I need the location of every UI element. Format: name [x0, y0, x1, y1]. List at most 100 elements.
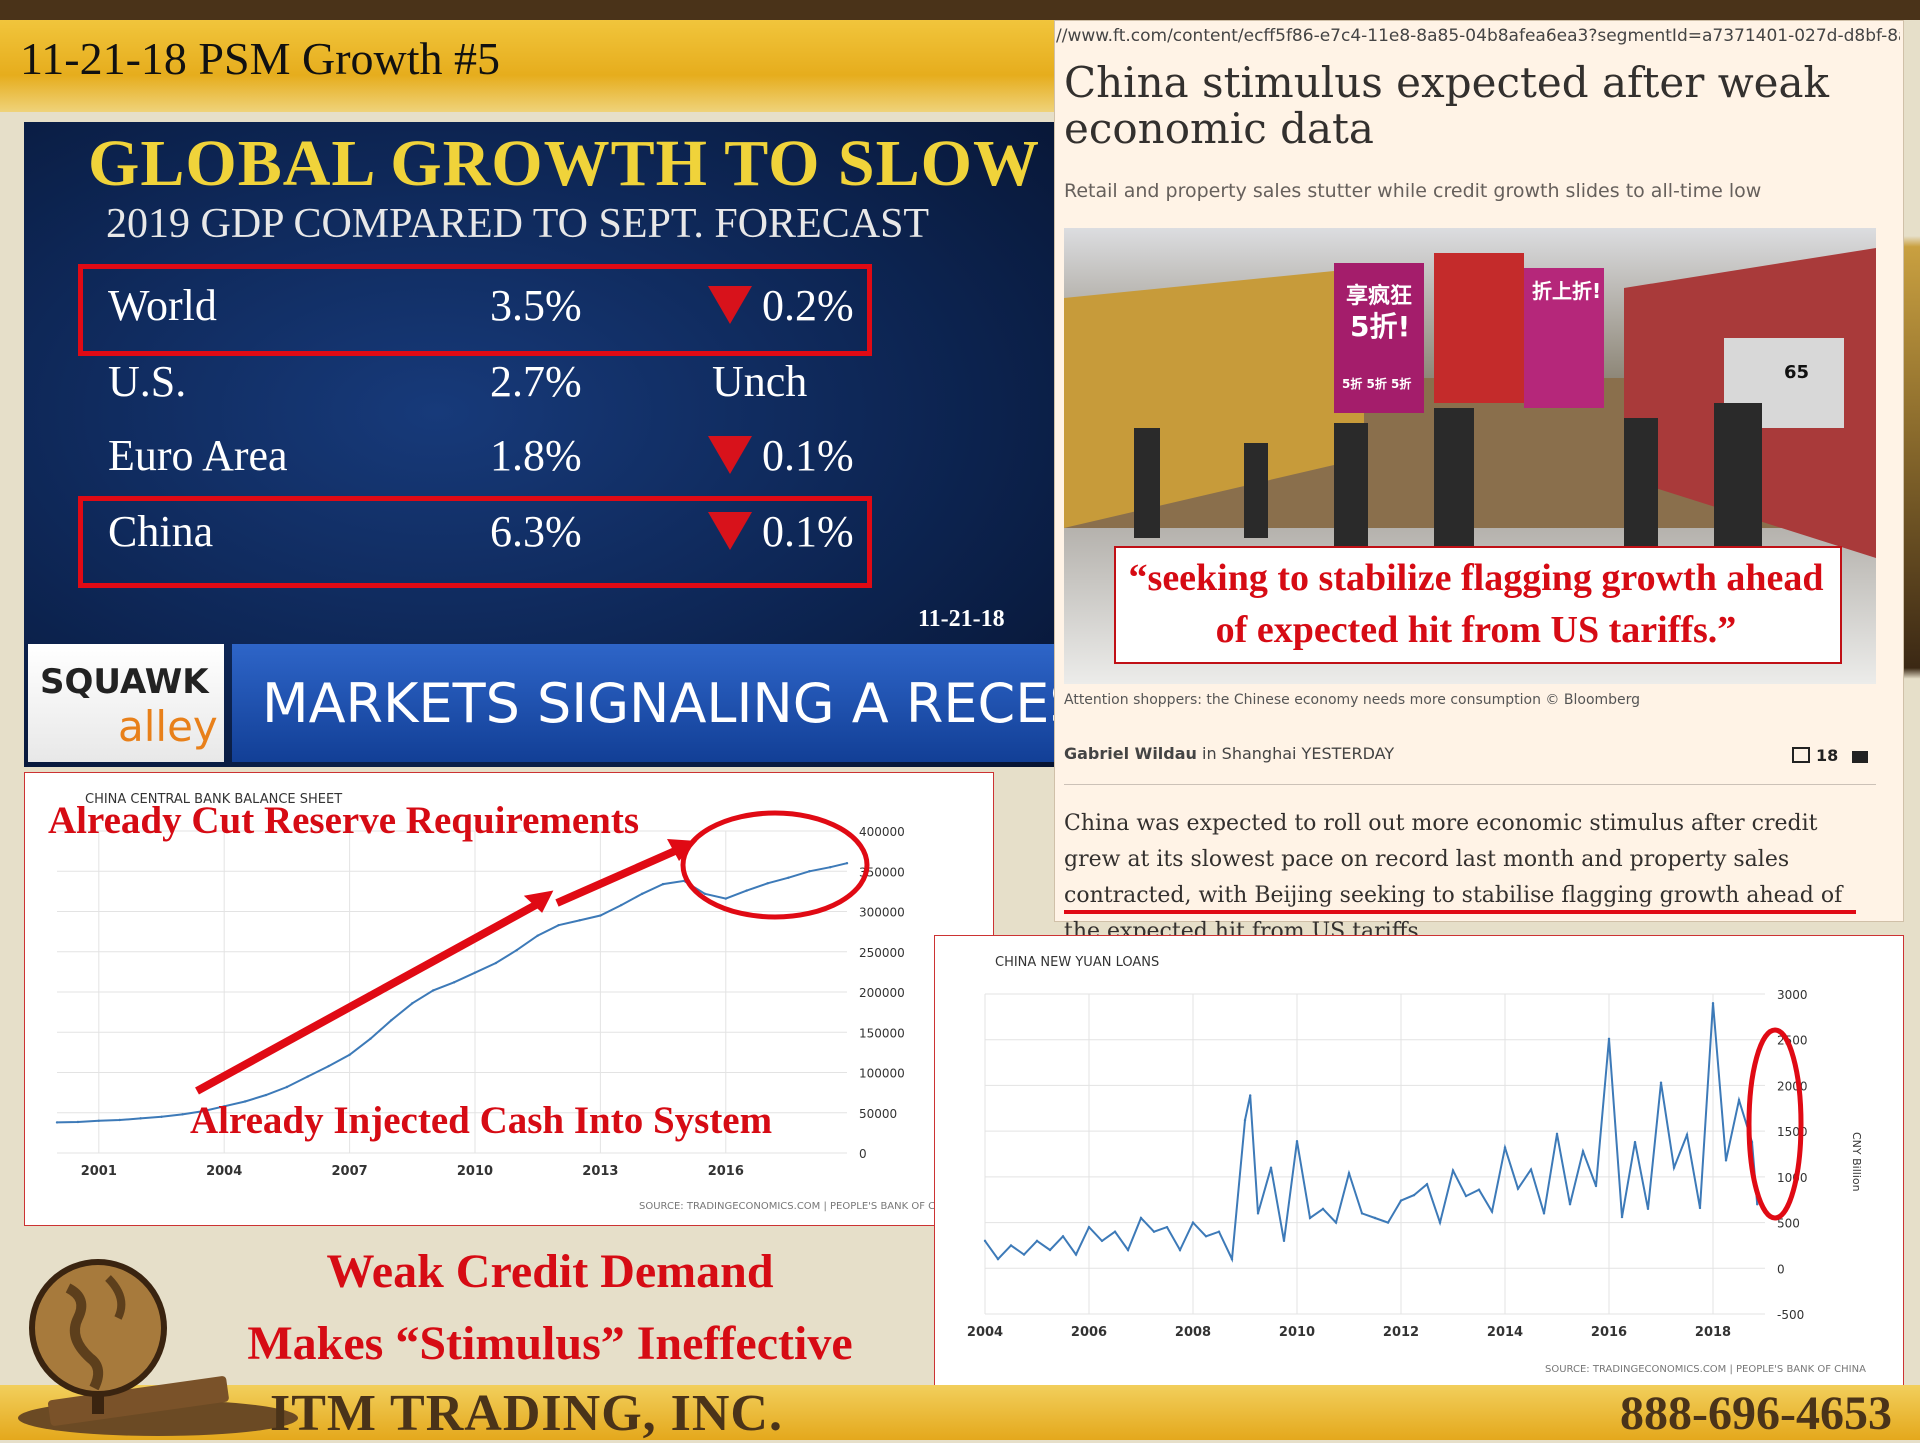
data-point	[1139, 1216, 1143, 1220]
phone-number: 888-696-4653	[1620, 1387, 1892, 1440]
data-point	[1249, 1094, 1252, 1097]
y-tick-label: 0	[859, 1147, 867, 1161]
data-point	[1256, 1212, 1260, 1215]
data-point	[1074, 1253, 1078, 1256]
y-axis-label: CNY Billion	[1850, 1132, 1863, 1192]
data-point	[745, 889, 748, 892]
data-point	[557, 923, 560, 927]
x-tick-label: 2007	[331, 1164, 367, 1179]
data-point	[1464, 1194, 1468, 1198]
article-headline: China stimulus expected after weak econo…	[1064, 58, 1830, 153]
data-point	[724, 897, 727, 900]
print-icon[interactable]	[1851, 751, 1868, 763]
data-point	[1191, 1221, 1195, 1224]
data-point	[1737, 1098, 1741, 1102]
gdp-value: 2.7%	[490, 357, 582, 406]
data-point	[766, 882, 769, 885]
series-line	[984, 1003, 1759, 1263]
quote-text: “seeking to stabilize flagging growth ah…	[1128, 557, 1824, 651]
data-point	[515, 948, 518, 952]
data-point	[1243, 1118, 1247, 1122]
data-point	[1451, 1169, 1455, 1172]
comments[interactable]: 18	[1792, 746, 1868, 765]
squawk-alley-logo	[28, 644, 224, 762]
bottom-bar	[0, 1385, 1920, 1440]
article-url[interactable]: //www.ft.com/content/ecff5f86-e7c4-11e8-…	[1056, 26, 1900, 46]
data-point	[1412, 1193, 1416, 1197]
quote-box	[1114, 546, 1842, 664]
data-point	[1503, 1146, 1507, 1149]
red-underline	[1064, 910, 1856, 914]
y-tick-label: 50000	[859, 1107, 897, 1121]
y-tick-label: 2000	[1777, 1079, 1808, 1093]
y-tick-label: 1000	[1777, 1171, 1808, 1185]
data-point	[411, 1002, 414, 1005]
data-point	[76, 1120, 80, 1124]
data-point	[983, 1239, 987, 1243]
x-tick-label: 2012	[1383, 1325, 1419, 1340]
author-link[interactable]: Gabriel Wildau	[1064, 744, 1197, 763]
y-tick-label: 400000	[859, 825, 905, 839]
comment-icon[interactable]	[1792, 747, 1810, 763]
article-standfirst: Retail and property sales stutter while …	[1064, 180, 1762, 202]
slide-title: 11-21-18 PSM Growth #5	[20, 33, 501, 84]
data-point	[1321, 1207, 1325, 1211]
data-point	[348, 1053, 351, 1056]
data-point	[1126, 1248, 1130, 1252]
company-name: ITM TRADING, INC.	[270, 1385, 783, 1442]
data-point	[1113, 1230, 1117, 1233]
highlight-box-china	[78, 496, 872, 588]
data-point	[1269, 1166, 1273, 1169]
gdp-country: Euro Area	[108, 431, 288, 480]
data-point	[1685, 1133, 1689, 1136]
data-point	[1438, 1221, 1442, 1224]
data-point	[1620, 1215, 1624, 1219]
data-point	[494, 961, 498, 965]
logo-line-1: SQUAWK	[40, 662, 209, 702]
down-arrow-icon	[708, 436, 752, 474]
arrowhead-1	[523, 890, 554, 913]
data-point	[431, 989, 435, 992]
data-point	[1373, 1216, 1377, 1220]
data-point	[1659, 1081, 1663, 1084]
data-point	[1698, 1206, 1702, 1210]
data-point	[202, 1109, 205, 1113]
x-tick-label: 2001	[81, 1164, 117, 1179]
gdp-value: 6.3%	[490, 507, 582, 556]
data-point	[1347, 1172, 1351, 1175]
photo-caption: Attention shoppers: the Chinese economy …	[1064, 692, 1641, 708]
x-tick-label: 2010	[1279, 1325, 1315, 1340]
data-point	[1594, 1184, 1598, 1188]
sign-text: 折上折!	[1532, 279, 1601, 303]
x-tick-label: 2013	[582, 1164, 618, 1179]
data-point	[1425, 1182, 1429, 1186]
data-point	[264, 1093, 268, 1097]
x-tick-label: 2010	[457, 1164, 493, 1179]
data-point	[1490, 1210, 1494, 1213]
gdp-country: China	[108, 507, 214, 556]
y-tick-label: 300000	[859, 906, 905, 920]
gdp-change: 0.1%	[708, 430, 854, 481]
data-point	[845, 862, 849, 865]
cnbc-subheadline: 2019 GDP COMPARED TO SEPT. FORECAST	[106, 201, 930, 247]
data-point	[1672, 1166, 1676, 1169]
y-tick-label: 350000	[859, 865, 905, 879]
data-point	[181, 1113, 184, 1116]
data-point	[1035, 1239, 1039, 1243]
data-point	[97, 1119, 100, 1122]
data-point	[1724, 1159, 1728, 1162]
x-tick-label: 2008	[1175, 1325, 1211, 1340]
divider	[1064, 784, 1876, 785]
data-point	[327, 1064, 330, 1068]
central-bank-chart: CHINA CENTRAL BANK BALANCE SHEET 0 50000 10…	[24, 772, 994, 1226]
data-point	[139, 1117, 142, 1120]
data-point	[1399, 1199, 1403, 1202]
data-point	[1048, 1248, 1052, 1252]
data-point	[1360, 1212, 1364, 1215]
gdp-change: Unch	[712, 357, 808, 406]
data-point	[1555, 1132, 1559, 1136]
data-point	[1386, 1221, 1390, 1224]
data-point	[1334, 1221, 1338, 1224]
gdp-change: 0.1%	[708, 506, 854, 557]
data-point	[1165, 1225, 1169, 1229]
